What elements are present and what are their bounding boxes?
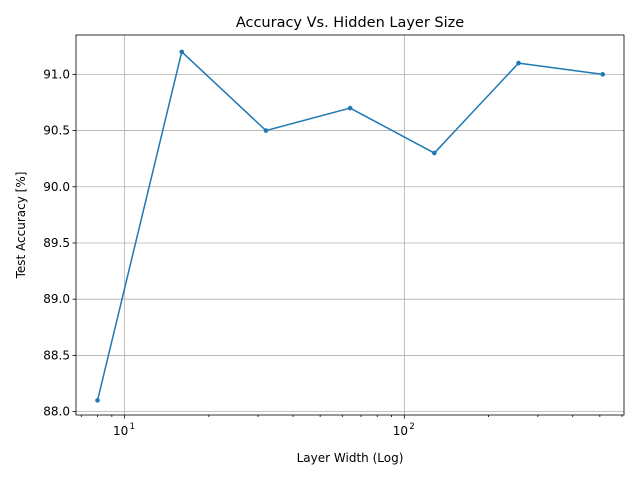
- axis-ticks: 88.088.589.089.590.090.591.010 1 10 2: [43, 67, 623, 438]
- data-point: [600, 72, 606, 77]
- x-tick-label: 10: [113, 424, 128, 438]
- y-tick-label: 90.5: [43, 124, 70, 138]
- data-point: [179, 49, 185, 55]
- series-layer: [95, 49, 606, 403]
- y-tick-label: 89.0: [43, 292, 70, 306]
- chart-title: Accuracy Vs. Hidden Layer Size: [236, 15, 464, 31]
- data-point: [95, 398, 100, 403]
- y-tick-label: 91.0: [43, 67, 70, 81]
- data-point: [347, 105, 353, 111]
- data-point: [516, 60, 521, 66]
- y-axis-label: Test Accuracy [%]: [14, 172, 28, 280]
- x-tick-label-exponent: 2: [409, 422, 414, 432]
- y-tick-label: 88.0: [43, 405, 70, 419]
- x-axis-label: Layer Width (Log): [297, 451, 404, 465]
- plot-frame: [75, 34, 625, 416]
- y-tick-label: 88.5: [43, 348, 70, 362]
- data-point: [263, 128, 269, 133]
- x-tick-label-exponent: 1: [130, 422, 135, 432]
- y-tick-label: 90.0: [43, 180, 70, 194]
- data-point: [432, 150, 437, 156]
- x-tick-label: 10: [393, 424, 408, 438]
- y-tick-label: 89.5: [43, 236, 70, 250]
- series-line: [96, 51, 603, 401]
- grid-lines: [76, 35, 624, 415]
